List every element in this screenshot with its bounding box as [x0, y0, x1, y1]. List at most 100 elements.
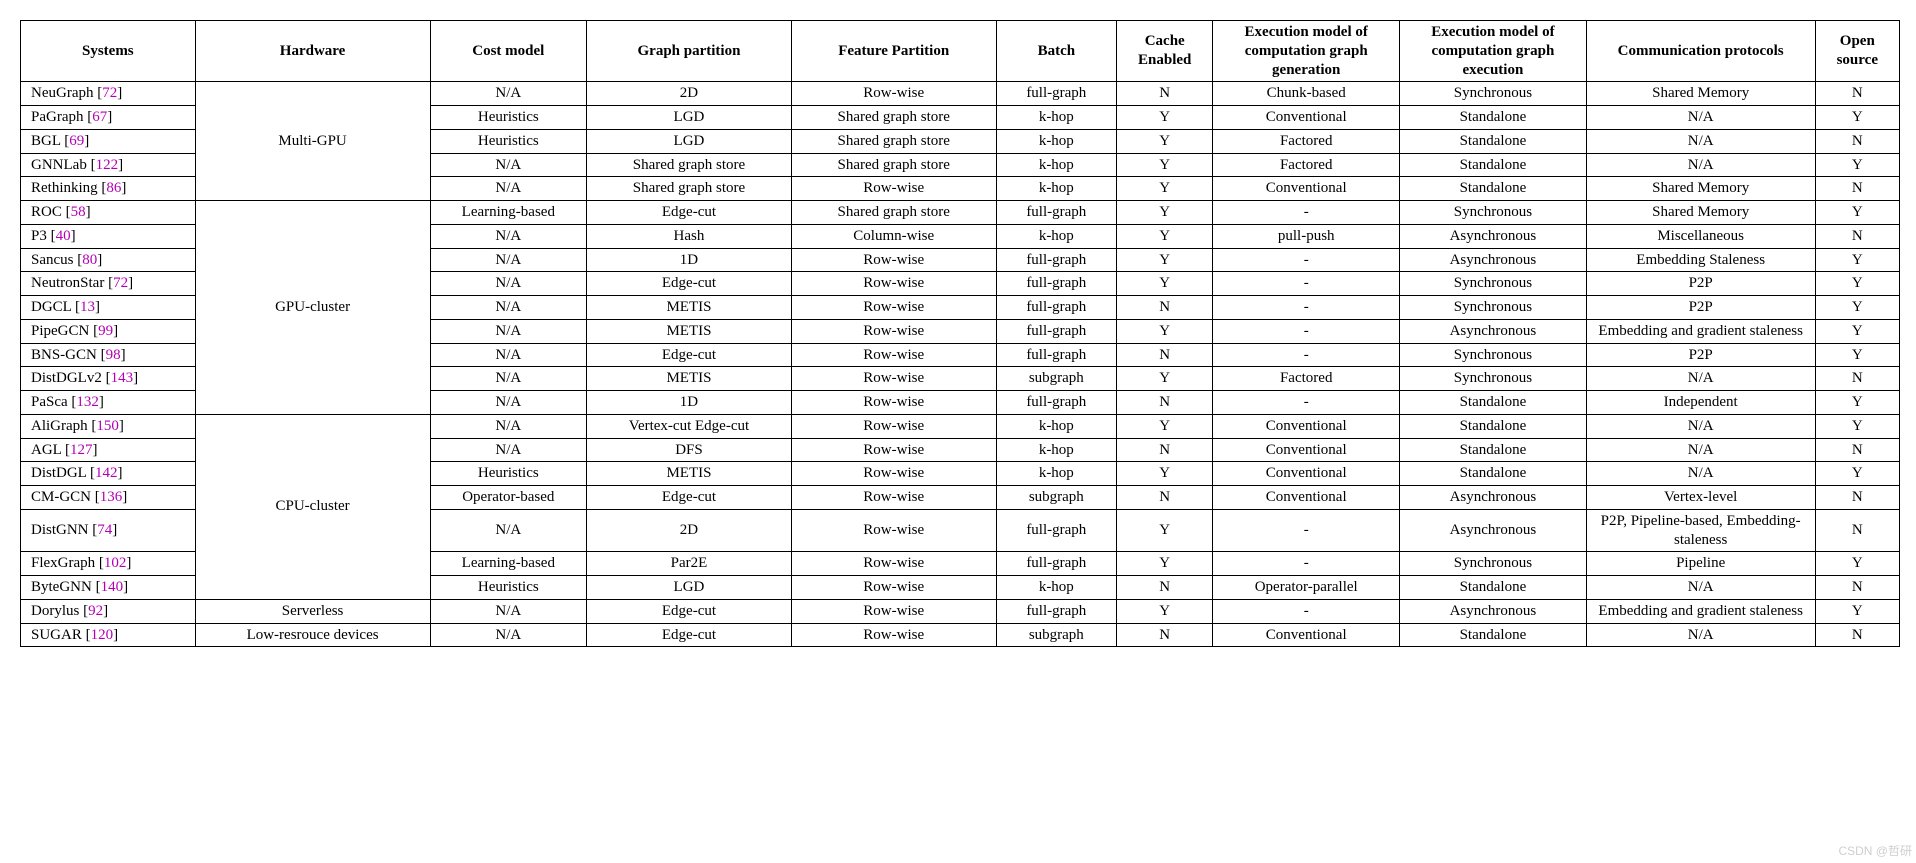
system-name: AliGraph: [31, 418, 91, 434]
exe-cell: Standalone: [1400, 438, 1587, 462]
citation: [120]: [86, 627, 119, 643]
cost-cell: N/A: [430, 82, 587, 106]
cache-cell: Y: [1117, 462, 1213, 486]
cache-cell: Y: [1117, 201, 1213, 225]
feature-partition-cell: Row-wise: [791, 343, 996, 367]
feature-partition-cell: Row-wise: [791, 462, 996, 486]
system-cell: NeutronStar [72]: [21, 272, 196, 296]
system-cell: AGL [127]: [21, 438, 196, 462]
feature-partition-cell: Row-wise: [791, 623, 996, 647]
comm-cell: N/A: [1586, 623, 1815, 647]
system-cell: Rethinking [86]: [21, 177, 196, 201]
cache-cell: Y: [1117, 177, 1213, 201]
citation: [102]: [99, 555, 132, 571]
cost-cell: N/A: [430, 414, 587, 438]
cache-cell: N: [1117, 576, 1213, 600]
open-cell: N: [1815, 82, 1899, 106]
feature-partition-cell: Shared graph store: [791, 201, 996, 225]
feature-partition-cell: Row-wise: [791, 509, 996, 552]
gen-cell: Conventional: [1213, 486, 1400, 510]
exe-cell: Standalone: [1400, 462, 1587, 486]
cache-cell: Y: [1117, 552, 1213, 576]
citation: [72]: [108, 275, 133, 291]
cost-cell: Learning-based: [430, 552, 587, 576]
system-name: Sancus: [31, 252, 77, 268]
open-cell: N: [1815, 486, 1899, 510]
feature-partition-cell: Row-wise: [791, 82, 996, 106]
table-row: SUGAR [120]Low-resrouce devicesN/AEdge-c…: [21, 623, 1900, 647]
exe-cell: Synchronous: [1400, 201, 1587, 225]
system-cell: DistDGLv2 [143]: [21, 367, 196, 391]
comm-cell: N/A: [1586, 153, 1815, 177]
comm-cell: Shared Memory: [1586, 177, 1815, 201]
citation: [127]: [65, 442, 98, 458]
system-cell: DistDGL [142]: [21, 462, 196, 486]
gen-cell: Operator-parallel: [1213, 576, 1400, 600]
feature-partition-cell: Row-wise: [791, 414, 996, 438]
exe-cell: Synchronous: [1400, 343, 1587, 367]
graph-partition-cell: Hash: [587, 224, 792, 248]
system-cell: DGCL [13]: [21, 296, 196, 320]
cost-cell: N/A: [430, 272, 587, 296]
open-cell: N: [1815, 509, 1899, 552]
comm-cell: Embedding Staleness: [1586, 248, 1815, 272]
gen-cell: -: [1213, 319, 1400, 343]
cache-cell: N: [1117, 343, 1213, 367]
batch-cell: k-hop: [996, 106, 1116, 130]
citation: [80]: [77, 252, 102, 268]
citation: [98]: [101, 347, 126, 363]
graph-partition-cell: 2D: [587, 509, 792, 552]
th-cost: Cost model: [430, 21, 587, 82]
feature-partition-cell: Shared graph store: [791, 106, 996, 130]
comm-cell: N/A: [1586, 414, 1815, 438]
th-open: Open source: [1815, 21, 1899, 82]
cost-cell: N/A: [430, 296, 587, 320]
gen-cell: -: [1213, 599, 1400, 623]
system-name: ByteGNN: [31, 579, 96, 595]
citation: [13]: [75, 299, 100, 315]
cache-cell: N: [1117, 391, 1213, 415]
open-cell: N: [1815, 177, 1899, 201]
cache-cell: N: [1117, 296, 1213, 320]
graph-partition-cell: DFS: [587, 438, 792, 462]
comm-cell: N/A: [1586, 106, 1815, 130]
open-cell: Y: [1815, 248, 1899, 272]
table-row: Dorylus [92]ServerlessN/AEdge-cutRow-wis…: [21, 599, 1900, 623]
citation: [69]: [64, 133, 89, 149]
system-cell: SUGAR [120]: [21, 623, 196, 647]
hardware-cell: GPU-cluster: [195, 201, 430, 415]
cache-cell: Y: [1117, 272, 1213, 296]
gen-cell: Conventional: [1213, 177, 1400, 201]
system-name: AGL: [31, 442, 65, 458]
exe-cell: Standalone: [1400, 153, 1587, 177]
cache-cell: Y: [1117, 509, 1213, 552]
feature-partition-cell: Row-wise: [791, 599, 996, 623]
system-cell: PipeGCN [99]: [21, 319, 196, 343]
batch-cell: full-graph: [996, 201, 1116, 225]
comm-cell: Shared Memory: [1586, 201, 1815, 225]
cost-cell: N/A: [430, 391, 587, 415]
citation: [40]: [51, 228, 76, 244]
exe-cell: Synchronous: [1400, 82, 1587, 106]
exe-cell: Asynchronous: [1400, 486, 1587, 510]
system-name: NeuGraph: [31, 85, 97, 101]
citation: [74]: [92, 522, 117, 538]
th-gp: Graph partition: [587, 21, 792, 82]
batch-cell: k-hop: [996, 414, 1116, 438]
batch-cell: full-graph: [996, 599, 1116, 623]
graph-partition-cell: Par2E: [587, 552, 792, 576]
system-name: BGL: [31, 133, 64, 149]
exe-cell: Standalone: [1400, 391, 1587, 415]
graph-partition-cell: Vertex-cut Edge-cut: [587, 414, 792, 438]
graph-partition-cell: METIS: [587, 462, 792, 486]
th-systems: Systems: [21, 21, 196, 82]
system-name: Rethinking: [31, 180, 101, 196]
batch-cell: k-hop: [996, 224, 1116, 248]
exe-cell: Standalone: [1400, 623, 1587, 647]
comm-cell: N/A: [1586, 576, 1815, 600]
cache-cell: Y: [1117, 319, 1213, 343]
cache-cell: Y: [1117, 367, 1213, 391]
system-cell: FlexGraph [102]: [21, 552, 196, 576]
cost-cell: N/A: [430, 509, 587, 552]
gen-cell: -: [1213, 552, 1400, 576]
